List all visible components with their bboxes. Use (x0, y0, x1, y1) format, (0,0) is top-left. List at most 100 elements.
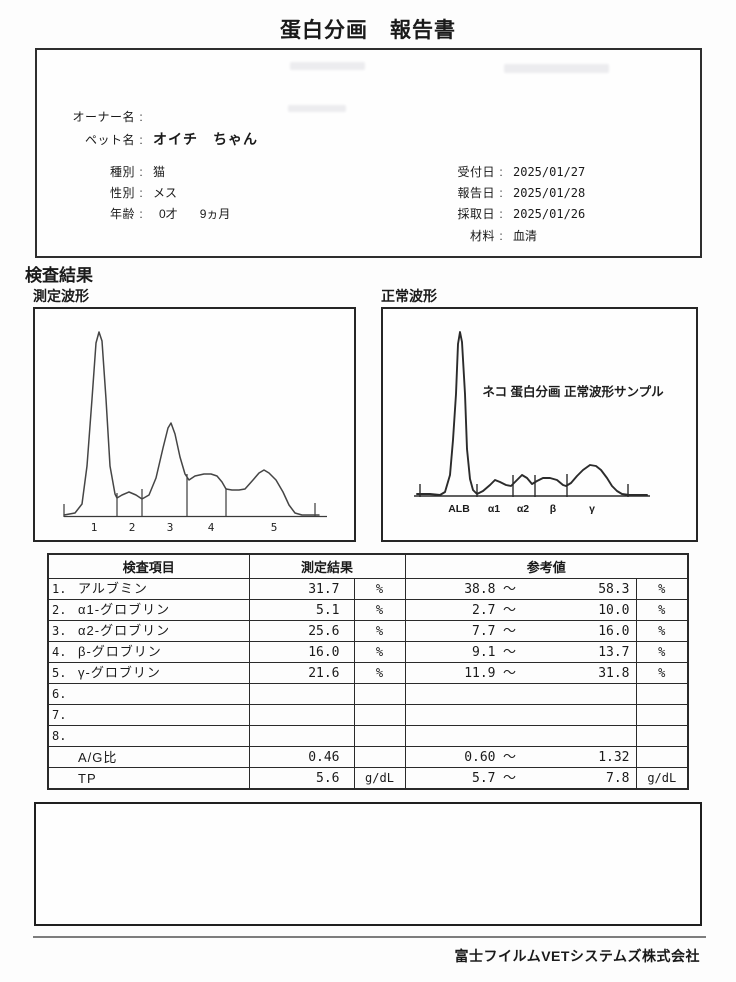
redaction-artifact (504, 64, 609, 73)
fraction-axis-labels: 1 2 3 4 5 (91, 521, 278, 534)
received-date-field: 受付日:2025/01/27 (425, 165, 585, 179)
result-value-cell (248, 725, 355, 747)
colon: : (499, 186, 503, 200)
received-date-value: 2025/01/27 (513, 165, 586, 179)
item-name: アルブミン (78, 581, 148, 596)
item-cell: 2. α1-グロブリン (47, 599, 250, 621)
result-unit-cell: % (353, 620, 406, 642)
item-name: γ-グロブリン (78, 665, 161, 680)
sex-label: 性別 (109, 186, 135, 200)
colon: : (499, 229, 503, 243)
item-cell: 5. γ-グロブリン (47, 662, 250, 684)
colon: : (499, 207, 503, 221)
axis-label-alpha2: α2 (517, 503, 529, 515)
ref-high: 31.8 (598, 666, 630, 681)
ref-low: 11.9 (464, 666, 496, 681)
ref-high: 1.32 (598, 750, 630, 765)
row-number: 2. (52, 603, 67, 617)
owner-field: オーナー名: (65, 110, 153, 124)
footer-divider (33, 936, 706, 938)
item-name: α1-グロブリン (78, 602, 171, 617)
item-name: A/G比 (78, 749, 118, 765)
species-label: 種別 (109, 165, 135, 179)
row-number: 8. (52, 729, 67, 743)
result-value-cell (248, 683, 355, 705)
axis-label-1: 1 (91, 521, 98, 534)
colon: : (139, 165, 143, 179)
table-header-row: 検査項目 測定結果 参考値 (47, 553, 689, 579)
table-row: 8. (47, 725, 689, 747)
ref-tilde: ～ (503, 623, 517, 638)
table-row: 4. β-グロブリン 16.0 % 9.1 ～ 13.7 % (47, 641, 689, 663)
result-unit-cell: % (353, 662, 406, 684)
reference-range-cell: 38.8 ～ 58.3 (404, 578, 637, 600)
result-unit-cell (353, 725, 406, 747)
row-number: 4. (52, 645, 67, 659)
row-number: 1. (52, 582, 67, 596)
normal-waveform-chart: ネコ 蛋白分画 正常波形サンプル ALB α1 α2 β γ (414, 331, 664, 515)
age-field: 年齢: 0才 9ヵ月 (65, 207, 230, 221)
normal-waveform-box: ネコ 蛋白分画 正常波形サンプル ALB α1 α2 β γ (381, 307, 698, 542)
reference-range-cell: 5.7 ～ 7.8 (404, 767, 637, 790)
pet-field: ペット名: オイチ ちゃん (65, 132, 258, 147)
page-title: 蛋白分画 報告書 (280, 19, 456, 42)
reference-unit-cell: % (635, 662, 689, 684)
header-reference: 参考値 (404, 553, 689, 579)
ref-high: 16.0 (598, 624, 630, 639)
normal-sample-annotation: ネコ 蛋白分画 正常波形サンプル (482, 384, 664, 399)
collected-date-value: 2025/01/26 (513, 207, 586, 221)
reference-range-cell: 9.1 ～ 13.7 (404, 641, 637, 663)
ref-tilde: ～ (503, 770, 517, 785)
item-name: α2-グロブリン (78, 623, 171, 638)
redaction-artifact (288, 105, 346, 112)
axis-label-2: 2 (129, 521, 136, 534)
result-unit-cell: % (353, 641, 406, 663)
result-value-cell: 16.0 (248, 641, 355, 663)
axis-label-alpha1: α1 (488, 503, 500, 515)
results-section-title: 検査結果 (25, 266, 93, 285)
table-row: 5. γ-グロブリン 21.6 % 11.9 ～ 31.8 % (47, 662, 689, 684)
reference-range-cell: 7.7 ～ 16.0 (404, 620, 637, 642)
reference-range-cell (404, 683, 637, 705)
sex-field: 性別: メス (65, 186, 177, 200)
colon: : (499, 165, 503, 179)
item-cell: 1. アルブミン (47, 578, 250, 600)
pet-name-value: オイチ ちゃん (153, 131, 258, 147)
patient-info-box: オーナー名: ペット名: オイチ ちゃん 種別: 猫 性別: メス 年齢:0才 9ヵ月 … (35, 48, 702, 258)
owner-label: オーナー名 (72, 110, 135, 124)
material-value: 血清 (513, 229, 538, 243)
ref-low: 5.7 (472, 771, 496, 786)
reference-range-cell: 2.7 ～ 10.0 (404, 599, 637, 621)
waveform-curve (63, 331, 320, 516)
axis-label-gamma: γ (589, 503, 595, 515)
species-value: 猫 (153, 165, 166, 179)
fraction-dividers (419, 474, 629, 497)
ref-high: 10.0 (598, 603, 630, 618)
ref-tilde: ～ (503, 644, 517, 659)
axis-label-3: 3 (167, 521, 174, 534)
waveform-curve (416, 331, 648, 496)
row-number: 3. (52, 624, 67, 638)
reference-range-cell (404, 725, 637, 747)
table-row: TP 5.6 g/dL 5.7 ～ 7.8 g/dL (47, 767, 689, 790)
reference-unit-cell: % (635, 599, 689, 621)
result-value-cell: 21.6 (248, 662, 355, 684)
result-unit-cell (353, 746, 406, 768)
reference-range-cell: 0.60 ～ 1.32 (404, 746, 637, 768)
collected-date-field: 採取日:2025/01/26 (425, 207, 585, 221)
redaction-artifact (290, 62, 365, 70)
species-field: 種別: 猫 (65, 165, 165, 179)
sex-value: メス (153, 186, 178, 200)
ref-low: 2.7 (472, 603, 496, 618)
reference-unit-cell: % (635, 620, 689, 642)
result-unit-cell (353, 704, 406, 726)
ref-high: 7.8 (606, 771, 630, 786)
results-table: 検査項目 測定結果 参考値 1. アルブミン 31.7 % 38.8 ～ 58.3 %… (47, 553, 690, 790)
measured-waveform-box: 1 2 3 4 5 (33, 307, 356, 542)
company-name: 富士フイルムVETシステムズ株式会社 (454, 948, 700, 964)
measured-waveform-title: 測定波形 (33, 288, 89, 304)
collected-date-label: 採取日 (457, 207, 495, 221)
table-row: 6. (47, 683, 689, 705)
ref-low: 0.60 (464, 750, 496, 765)
